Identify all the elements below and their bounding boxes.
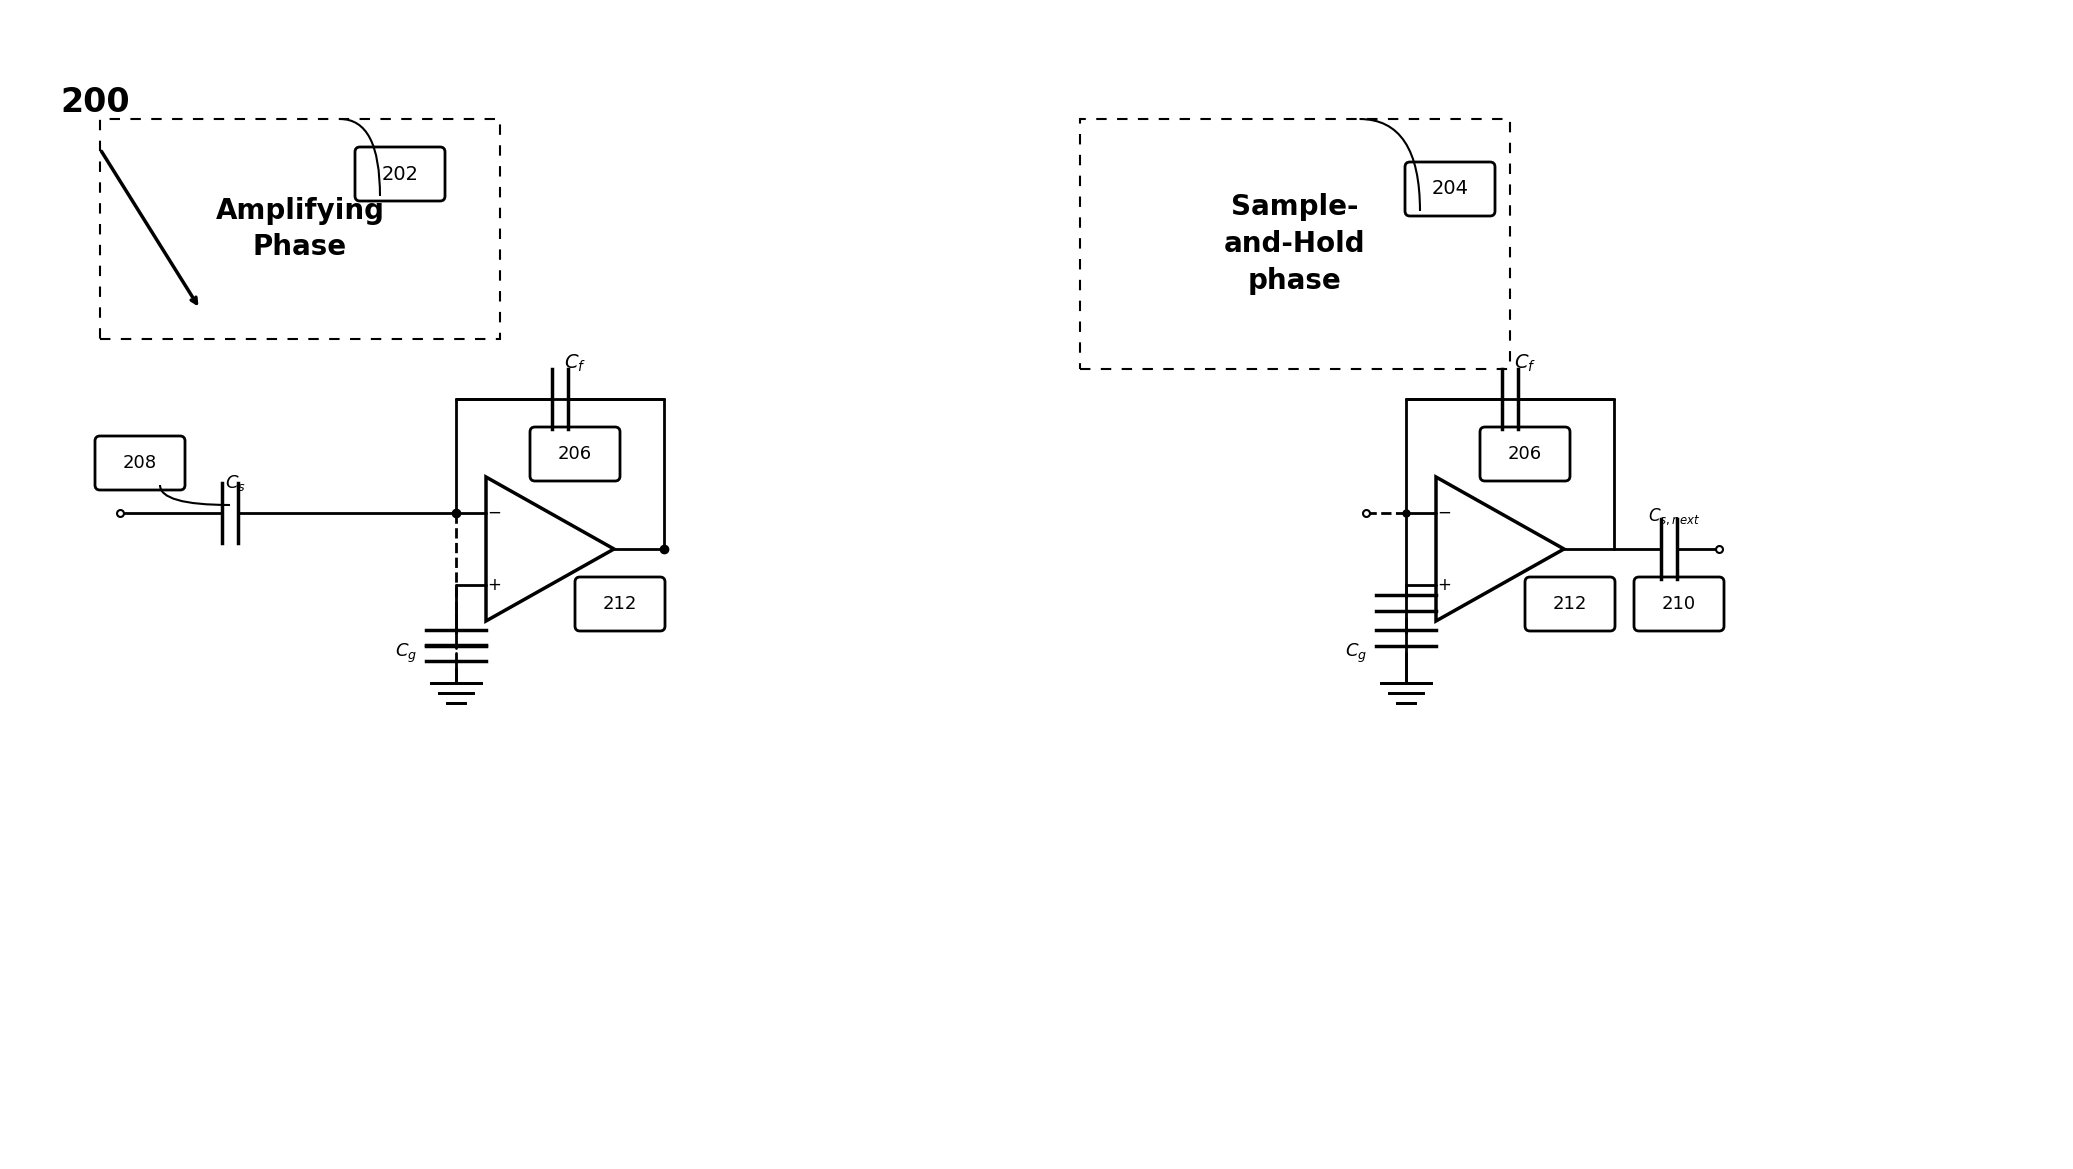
Text: +: + xyxy=(487,576,502,594)
Text: $C_g$: $C_g$ xyxy=(396,642,417,665)
Text: 212: 212 xyxy=(603,595,636,613)
Text: 200: 200 xyxy=(60,87,131,119)
FancyBboxPatch shape xyxy=(1405,162,1495,216)
Text: 208: 208 xyxy=(122,454,158,472)
Text: $C_f$: $C_f$ xyxy=(1513,353,1536,374)
FancyBboxPatch shape xyxy=(95,436,184,490)
FancyBboxPatch shape xyxy=(574,577,665,631)
Text: $C_{s, next}$: $C_{s, next}$ xyxy=(1648,506,1700,527)
Text: 202: 202 xyxy=(381,165,419,184)
FancyBboxPatch shape xyxy=(354,147,446,201)
Text: 210: 210 xyxy=(1663,595,1696,613)
Text: −: − xyxy=(487,504,502,523)
Text: −: − xyxy=(1437,504,1451,523)
Text: Sample-
and-Hold
phase: Sample- and-Hold phase xyxy=(1225,193,1366,295)
Text: $C_f$: $C_f$ xyxy=(564,353,587,374)
FancyBboxPatch shape xyxy=(1480,427,1569,480)
Text: 204: 204 xyxy=(1432,180,1468,199)
Text: 206: 206 xyxy=(558,445,593,463)
Text: Amplifying
Phase: Amplifying Phase xyxy=(216,196,384,262)
Text: +: + xyxy=(1437,576,1451,594)
FancyBboxPatch shape xyxy=(531,427,620,480)
FancyBboxPatch shape xyxy=(1634,577,1725,631)
Bar xyxy=(1080,119,1509,369)
Text: 212: 212 xyxy=(1553,595,1588,613)
Text: $C_g$: $C_g$ xyxy=(1345,642,1366,665)
FancyBboxPatch shape xyxy=(1526,577,1615,631)
Bar xyxy=(100,119,500,339)
Text: 206: 206 xyxy=(1507,445,1542,463)
Text: $C_s$: $C_s$ xyxy=(224,473,245,493)
